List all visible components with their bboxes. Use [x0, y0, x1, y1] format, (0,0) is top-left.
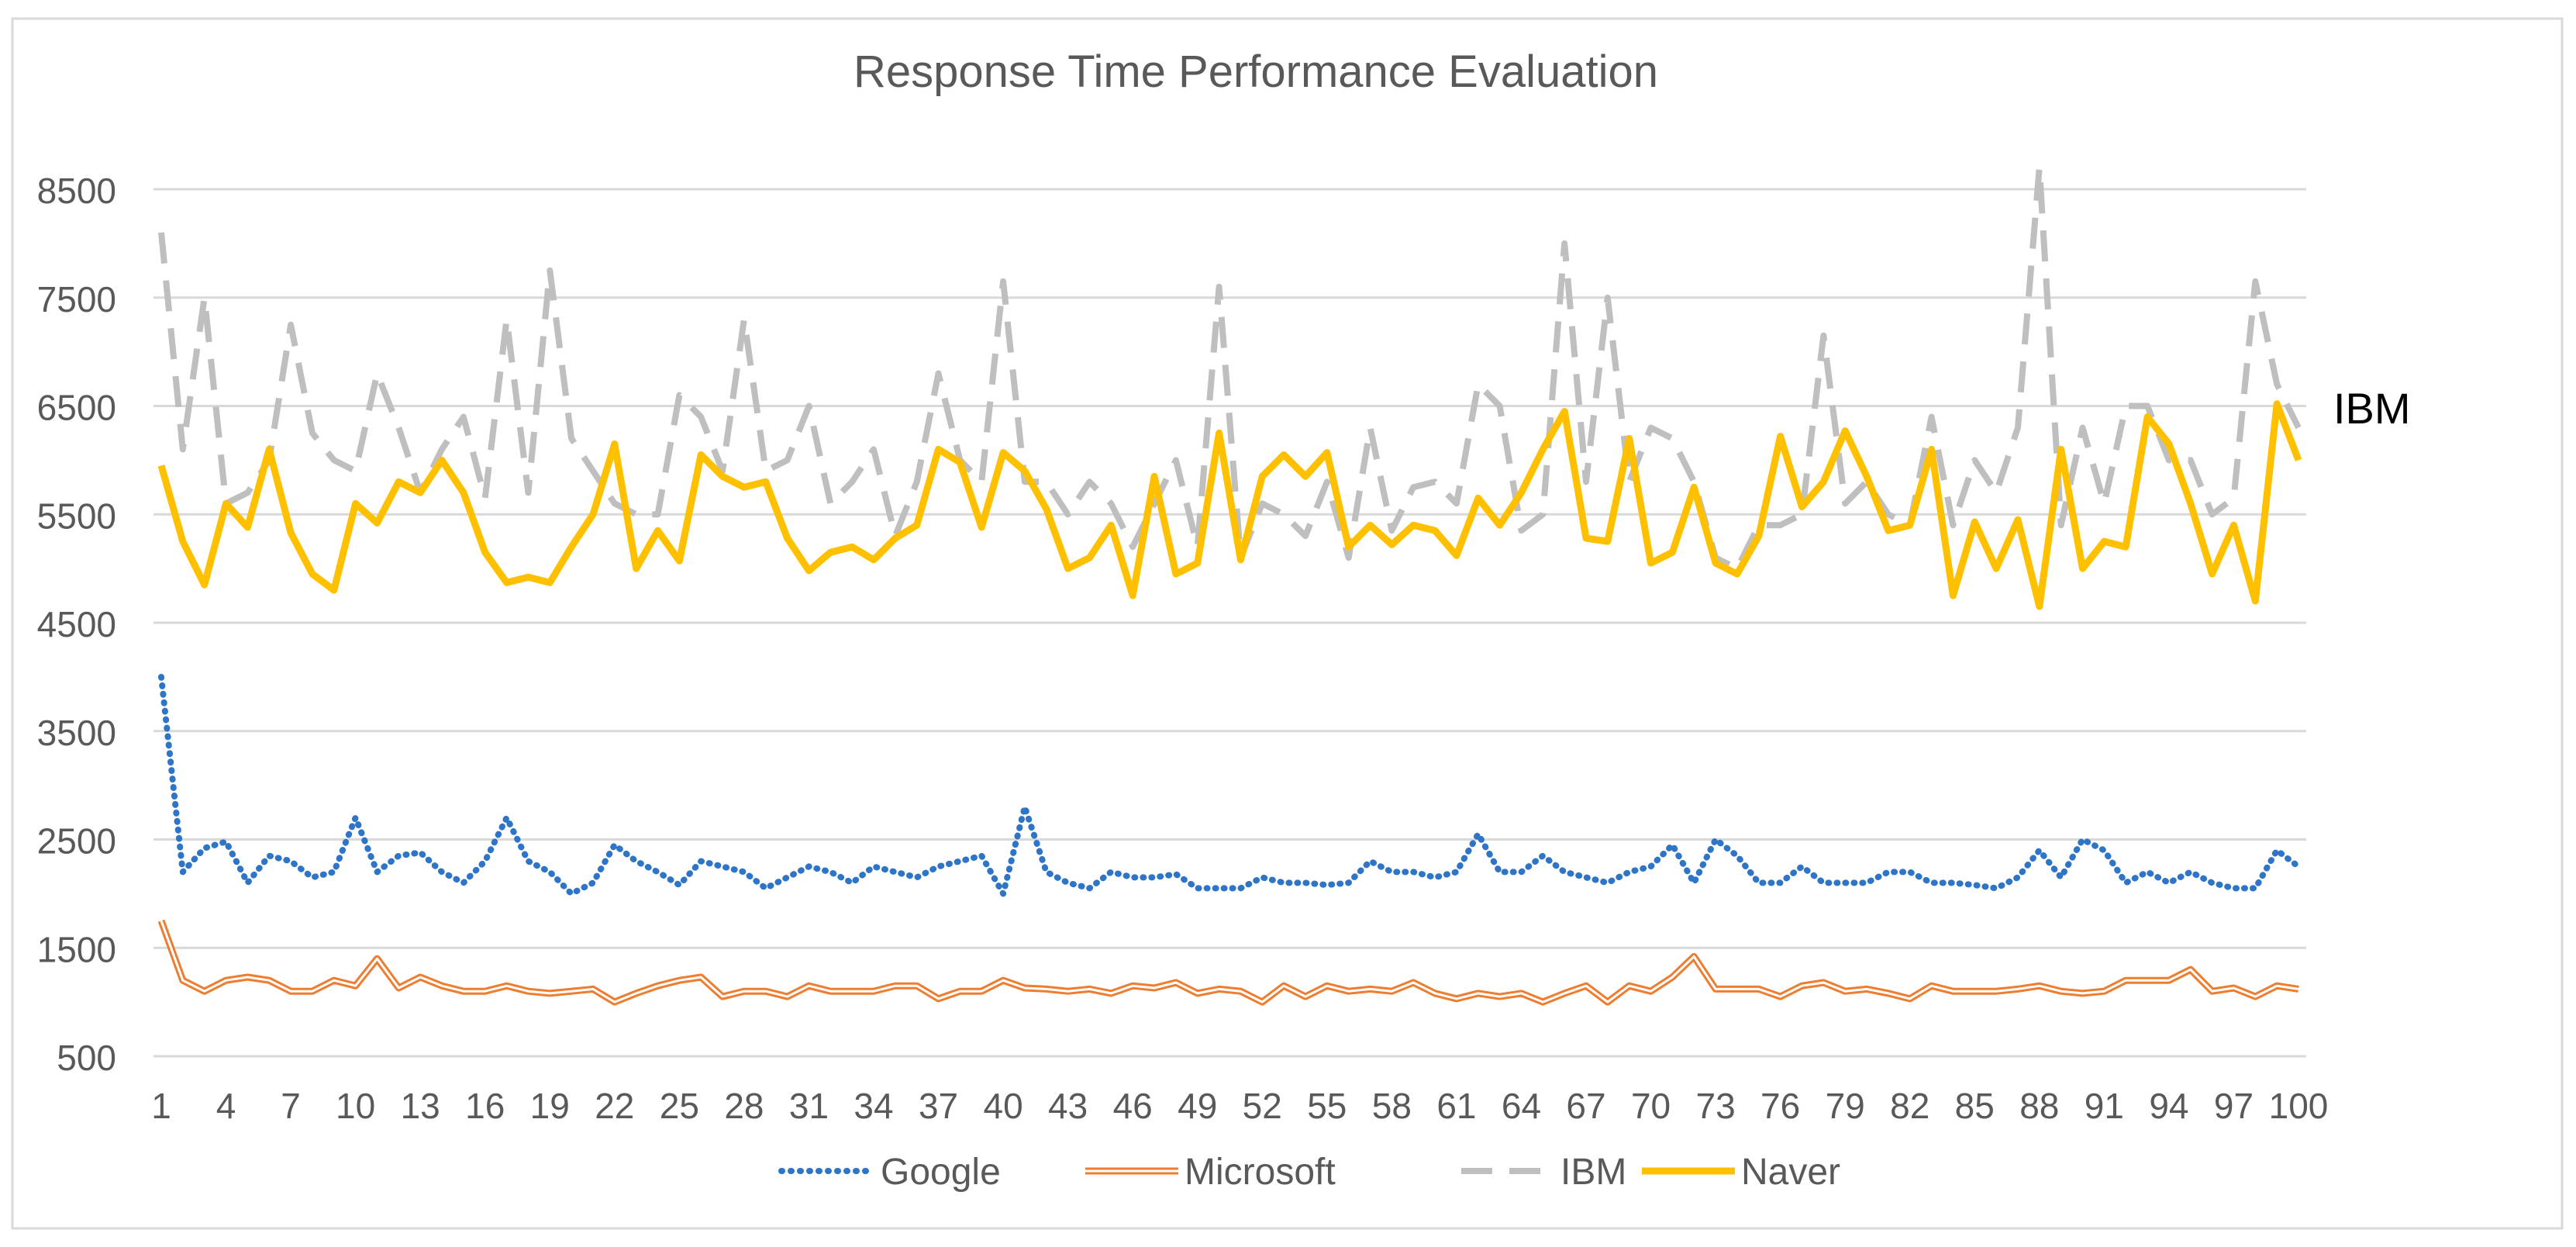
x-tick-label: 13	[401, 1086, 440, 1126]
x-tick-label: 61	[1436, 1086, 1476, 1126]
x-tick-label: 85	[1955, 1086, 1995, 1126]
plot-series	[157, 164, 2302, 1006]
x-tick-label: 88	[2019, 1086, 2059, 1126]
series-annotation: IBM	[2333, 384, 2411, 433]
x-tick-label: 43	[1048, 1086, 1088, 1126]
series-line-google	[158, 673, 2302, 897]
legend-label-ibm: IBM	[1560, 1152, 1626, 1193]
y-tick-label: 8500	[37, 171, 116, 211]
x-tick-label: 82	[1890, 1086, 1929, 1126]
x-tick-label: 10	[336, 1086, 375, 1126]
x-tick-label: 73	[1696, 1086, 1736, 1126]
x-tick-label: 28	[724, 1086, 764, 1126]
x-axis: 1 4 7 10 13 16 19 22 25 28 31 34 37 40 43 46 49 52 55 58 61 6…	[151, 1086, 2328, 1126]
x-tick-label: 58	[1372, 1086, 1412, 1126]
y-tick-label: 7500	[37, 279, 116, 320]
x-tick-label: 67	[1566, 1086, 1605, 1126]
legend-label-microsoft: Microsoft	[1185, 1152, 1336, 1193]
series-line-microsoft-inner	[160, 920, 2299, 1003]
x-tick-label: 64	[1502, 1086, 1541, 1126]
x-tick-label: 46	[1113, 1086, 1153, 1126]
legend-item-microsoft: Microsoft	[1085, 1152, 1336, 1193]
y-tick-label: 6500	[37, 388, 116, 428]
legend-label-google: Google	[881, 1152, 1001, 1193]
legend: Google Microsoft IBM Naver	[778, 1152, 1840, 1193]
y-axis: 500 1500 2500 3500 4500 5500 6500 7500 8500	[37, 171, 116, 1078]
series-line-naver	[157, 400, 2302, 610]
legend-item-naver: Naver	[1642, 1152, 1840, 1193]
x-tick-label: 76	[1760, 1086, 1800, 1126]
x-tick-label: 4	[216, 1086, 236, 1126]
x-tick-label: 91	[2085, 1086, 2124, 1126]
chart-title: Response Time Performance Evaluation	[853, 47, 1658, 97]
x-tick-label: 7	[281, 1086, 301, 1126]
series-line-ibm	[158, 164, 2302, 572]
x-tick-label: 100	[2269, 1086, 2329, 1126]
y-tick-label: 3500	[37, 713, 116, 753]
x-tick-label: 19	[530, 1086, 570, 1126]
x-tick-label: 22	[595, 1086, 634, 1126]
y-tick-label: 1500	[37, 929, 116, 969]
y-tick-label: 5500	[37, 496, 116, 536]
x-tick-label: 34	[853, 1086, 893, 1126]
chart-border	[11, 17, 2564, 1230]
x-tick-label: 49	[1178, 1086, 1217, 1126]
x-tick-label: 52	[1243, 1086, 1282, 1126]
legend-item-ibm: IBM	[1461, 1152, 1626, 1193]
x-tick-label: 97	[2214, 1086, 2254, 1126]
y-tick-label: 2500	[37, 821, 116, 862]
x-tick-label: 79	[1826, 1086, 1865, 1126]
y-tick-label: 4500	[37, 604, 116, 644]
x-tick-label: 55	[1307, 1086, 1347, 1126]
x-tick-label: 25	[660, 1086, 699, 1126]
x-tick-label: 16	[465, 1086, 505, 1126]
x-tick-label: 37	[919, 1086, 958, 1126]
legend-label-naver: Naver	[1741, 1152, 1840, 1193]
x-tick-label: 1	[151, 1086, 171, 1126]
x-tick-label: 70	[1631, 1086, 1671, 1126]
legend-item-google: Google	[778, 1152, 1001, 1193]
x-tick-label: 94	[2149, 1086, 2188, 1126]
y-tick-label: 500	[57, 1038, 116, 1078]
x-tick-label: 40	[984, 1086, 1023, 1126]
x-tick-label: 31	[789, 1086, 829, 1126]
